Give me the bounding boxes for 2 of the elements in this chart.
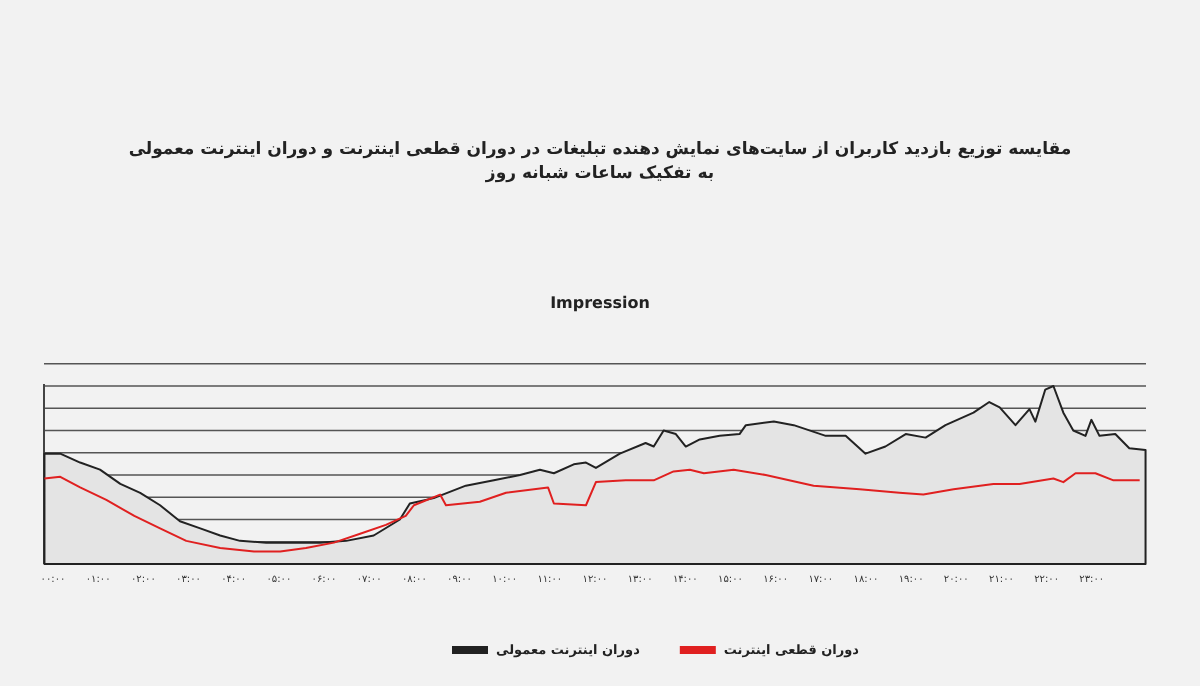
- chart-subtitle: Impression: [550, 294, 651, 312]
- chart-title: مقایسه توزیع بازدید کاربران از سایت‌های نمایش دهنده تبلیغات در دوران قطعی اینترنت و دوران اینترنت معمولی به تفکیک ساعات شبانه روز: [128, 140, 1072, 184]
